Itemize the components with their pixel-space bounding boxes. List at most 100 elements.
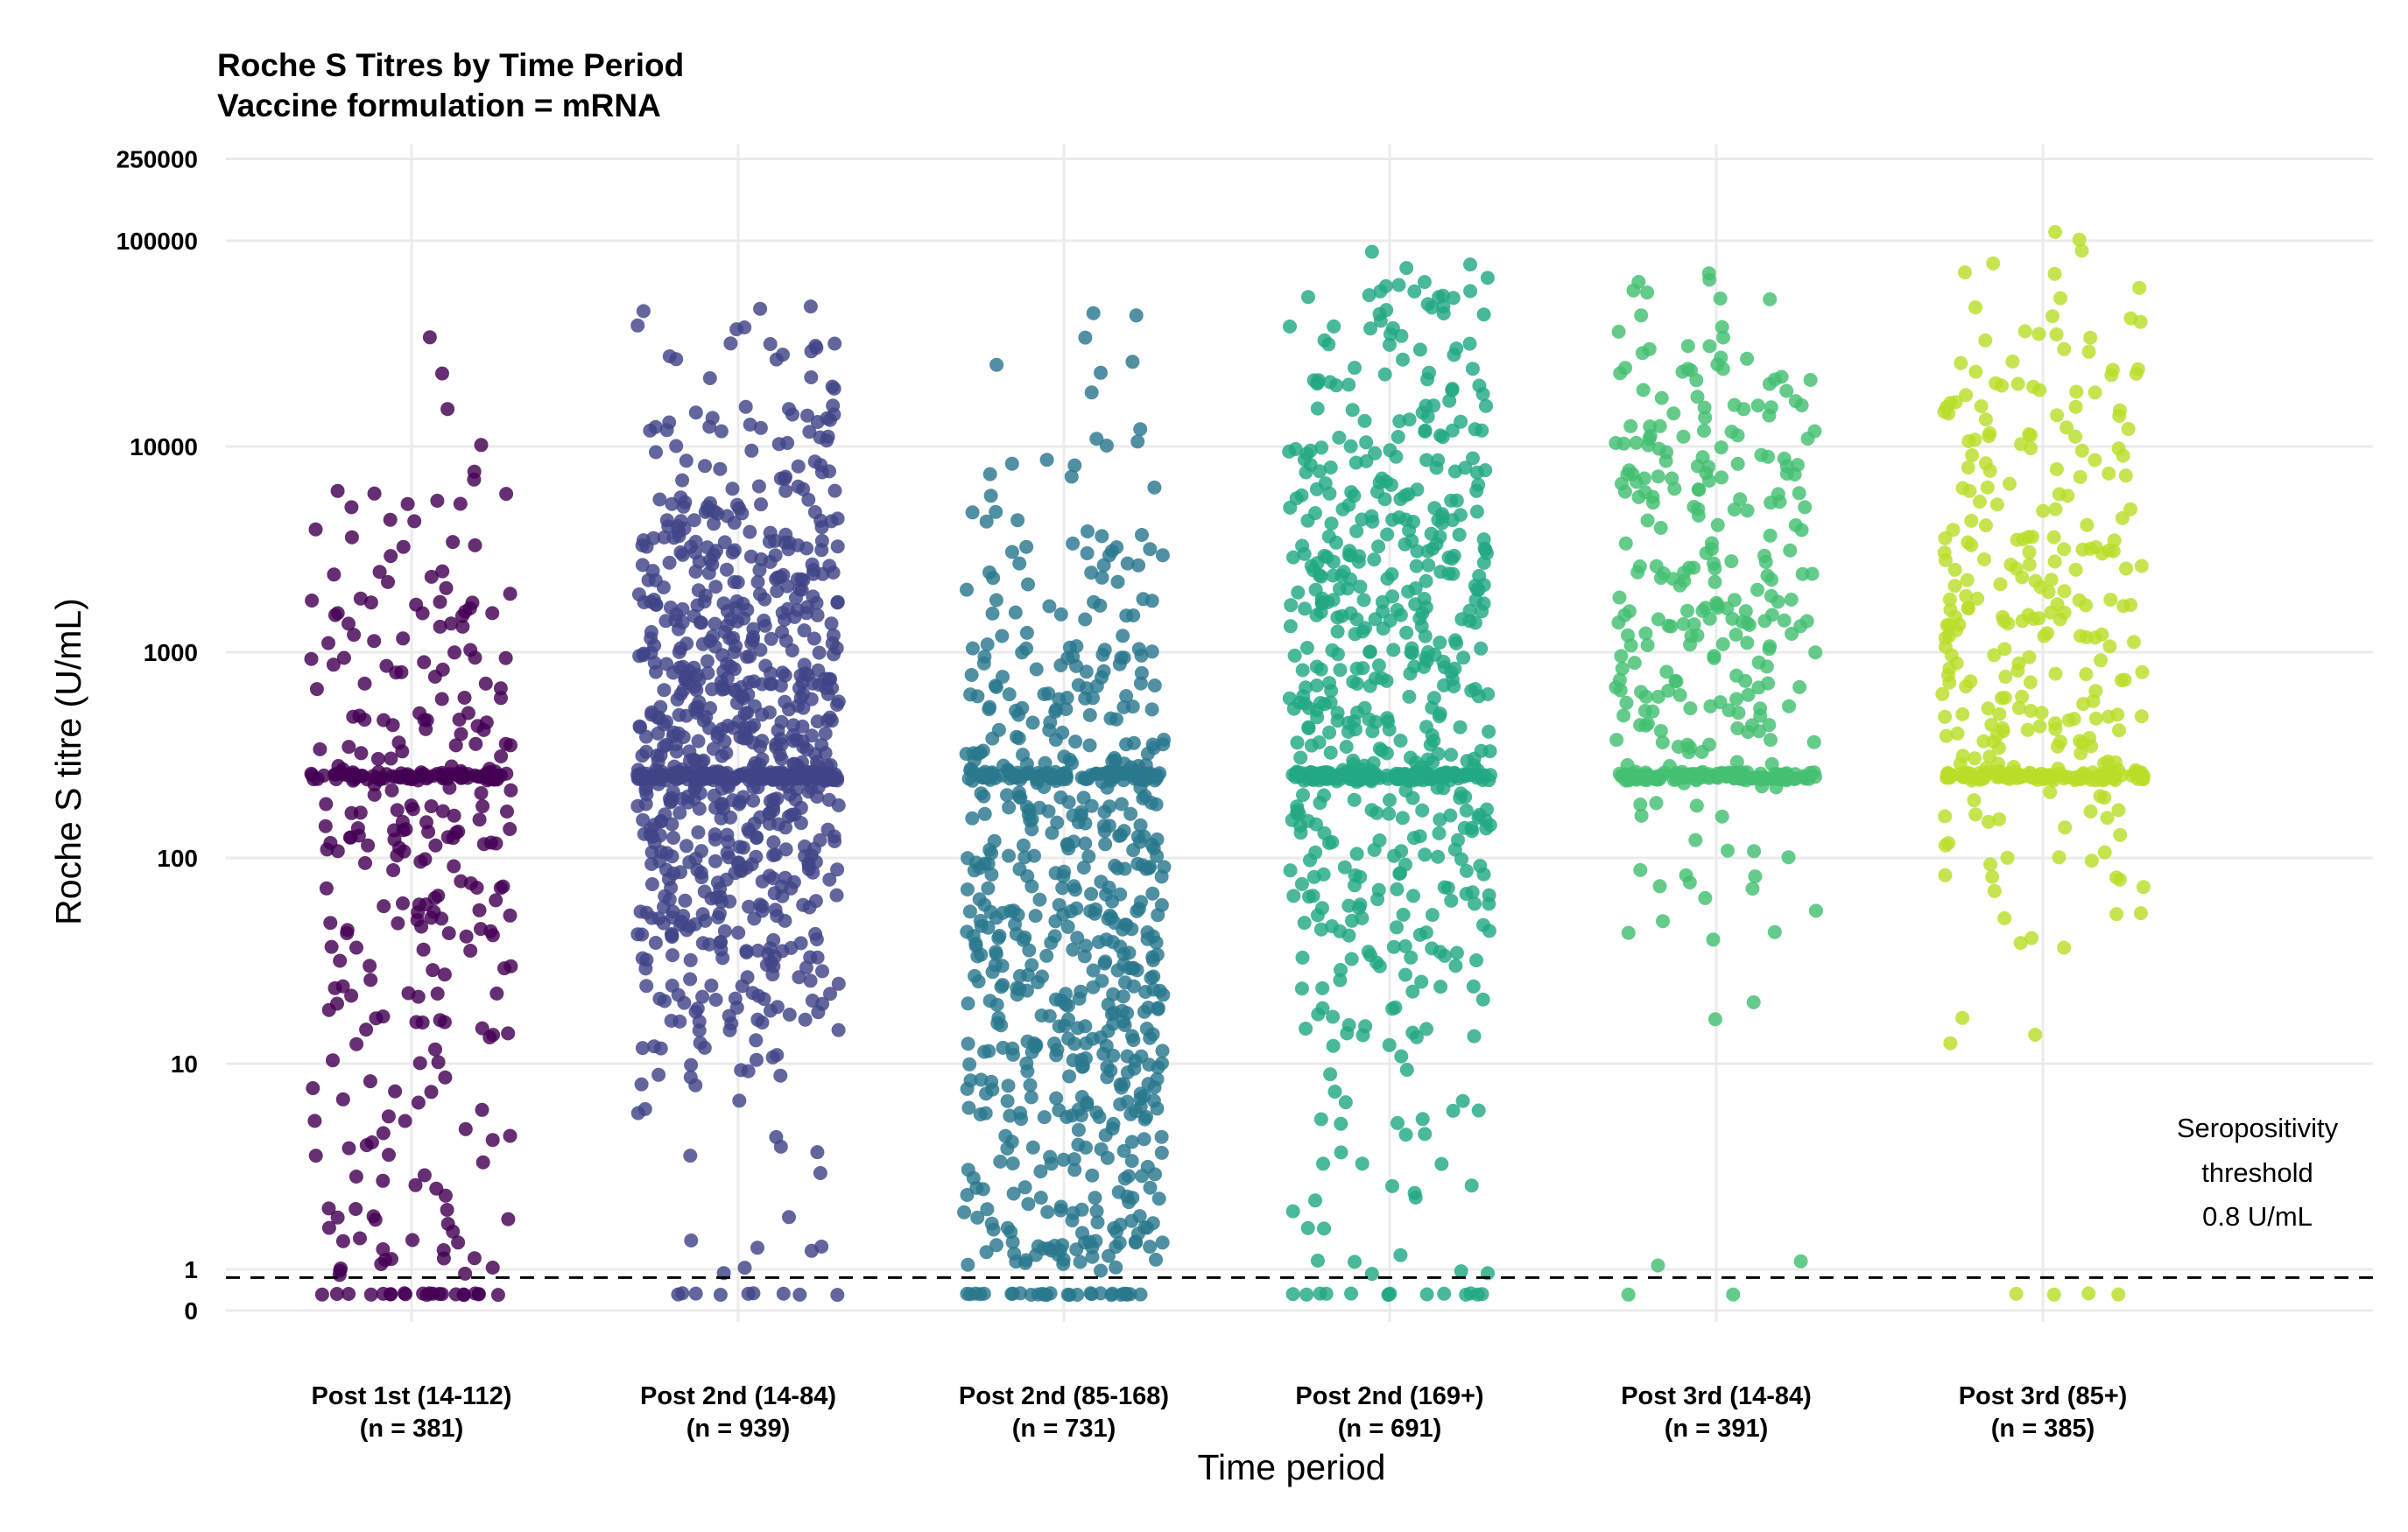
chart-subtitle: Vaccine formulation = mRNA [217, 88, 661, 123]
data-point [2074, 243, 2089, 258]
data-point [658, 614, 673, 629]
data-point [1090, 1215, 1105, 1230]
data-point [412, 897, 426, 912]
data-point [1368, 446, 1383, 460]
data-point [831, 1023, 846, 1037]
data-point [1056, 1152, 1071, 1167]
data-point [1480, 271, 1495, 285]
data-point [729, 770, 743, 785]
data-point [1151, 1001, 1165, 1015]
data-point [1724, 425, 1739, 439]
data-point [1052, 897, 1067, 912]
data-point [1433, 812, 1447, 827]
data-point [676, 909, 691, 924]
data-point [1140, 931, 1155, 946]
data-point [989, 945, 1003, 959]
data-point [690, 702, 705, 717]
data-point [1402, 689, 1417, 704]
data-point [1378, 278, 1393, 293]
data-point [1077, 949, 1092, 964]
data-point [465, 595, 480, 610]
data-point [1308, 506, 1322, 521]
data-point [1131, 558, 1146, 573]
data-point [1041, 804, 1056, 819]
data-point [2105, 767, 2120, 781]
data-point [1064, 904, 1079, 918]
data-point [1799, 614, 1814, 629]
data-point [1733, 770, 1748, 785]
data-point [1469, 504, 1484, 519]
data-point [782, 402, 796, 417]
data-point [729, 594, 744, 608]
data-point [1623, 638, 1638, 653]
data-point [1707, 1012, 1722, 1027]
data-point [457, 691, 472, 705]
data-point [639, 905, 654, 920]
data-point [1655, 735, 1670, 749]
data-point [1313, 662, 1328, 677]
data-point [1939, 728, 1954, 743]
data-point [1959, 588, 1974, 603]
data-point [1707, 574, 1722, 589]
data-point [489, 986, 504, 1001]
data-point [2032, 719, 2047, 734]
data-point [1434, 516, 1449, 531]
data-point [379, 658, 394, 673]
data-point [747, 718, 761, 733]
data-point [1067, 879, 1081, 894]
data-point [1405, 984, 1420, 999]
data-point [1144, 644, 1159, 659]
data-point [1137, 1004, 1151, 1019]
data-point [319, 797, 334, 812]
data-point [1004, 456, 1019, 471]
data-point [732, 1093, 747, 1108]
data-point [498, 650, 513, 665]
data-point [763, 677, 778, 692]
data-point [363, 595, 378, 610]
data-point [1417, 659, 1432, 674]
data-point [1987, 648, 2002, 663]
data-point [370, 751, 385, 766]
data-point [349, 1037, 364, 1051]
data-point [982, 467, 997, 481]
data-point [1017, 850, 1032, 865]
data-point [1130, 829, 1145, 844]
data-point [1155, 1044, 1170, 1058]
data-point [822, 872, 837, 887]
data-point [1677, 573, 1692, 588]
data-point [2022, 650, 2037, 664]
data-point [1133, 1287, 1148, 1302]
data-point [376, 1173, 391, 1188]
data-point [1653, 724, 1668, 738]
data-point [723, 336, 738, 351]
data-point [1062, 1069, 1077, 1084]
data-point [1958, 265, 1972, 280]
data-point [1476, 307, 1491, 322]
data-point [659, 423, 674, 438]
data-point [664, 1014, 679, 1028]
data-point [372, 565, 387, 580]
data-point [639, 787, 654, 802]
data-point [1290, 803, 1305, 818]
data-point [341, 740, 356, 755]
data-point [1961, 601, 1975, 616]
data-point [333, 953, 348, 968]
data-point [963, 687, 978, 702]
data-point [2048, 502, 2063, 517]
data-point [1707, 556, 1721, 571]
data-point [1458, 460, 1473, 475]
data-point [476, 837, 491, 852]
data-point [649, 597, 664, 612]
data-point [1668, 673, 1683, 688]
data-point [1355, 512, 1369, 527]
data-point [319, 881, 334, 896]
data-point [1327, 319, 1341, 334]
data-point [440, 402, 455, 417]
data-point [1634, 308, 1649, 323]
data-point [2081, 344, 2096, 359]
data-point [698, 459, 712, 474]
data-point [1459, 863, 1474, 878]
data-point [746, 1286, 761, 1301]
data-point [716, 596, 731, 611]
data-point [2088, 385, 2102, 400]
